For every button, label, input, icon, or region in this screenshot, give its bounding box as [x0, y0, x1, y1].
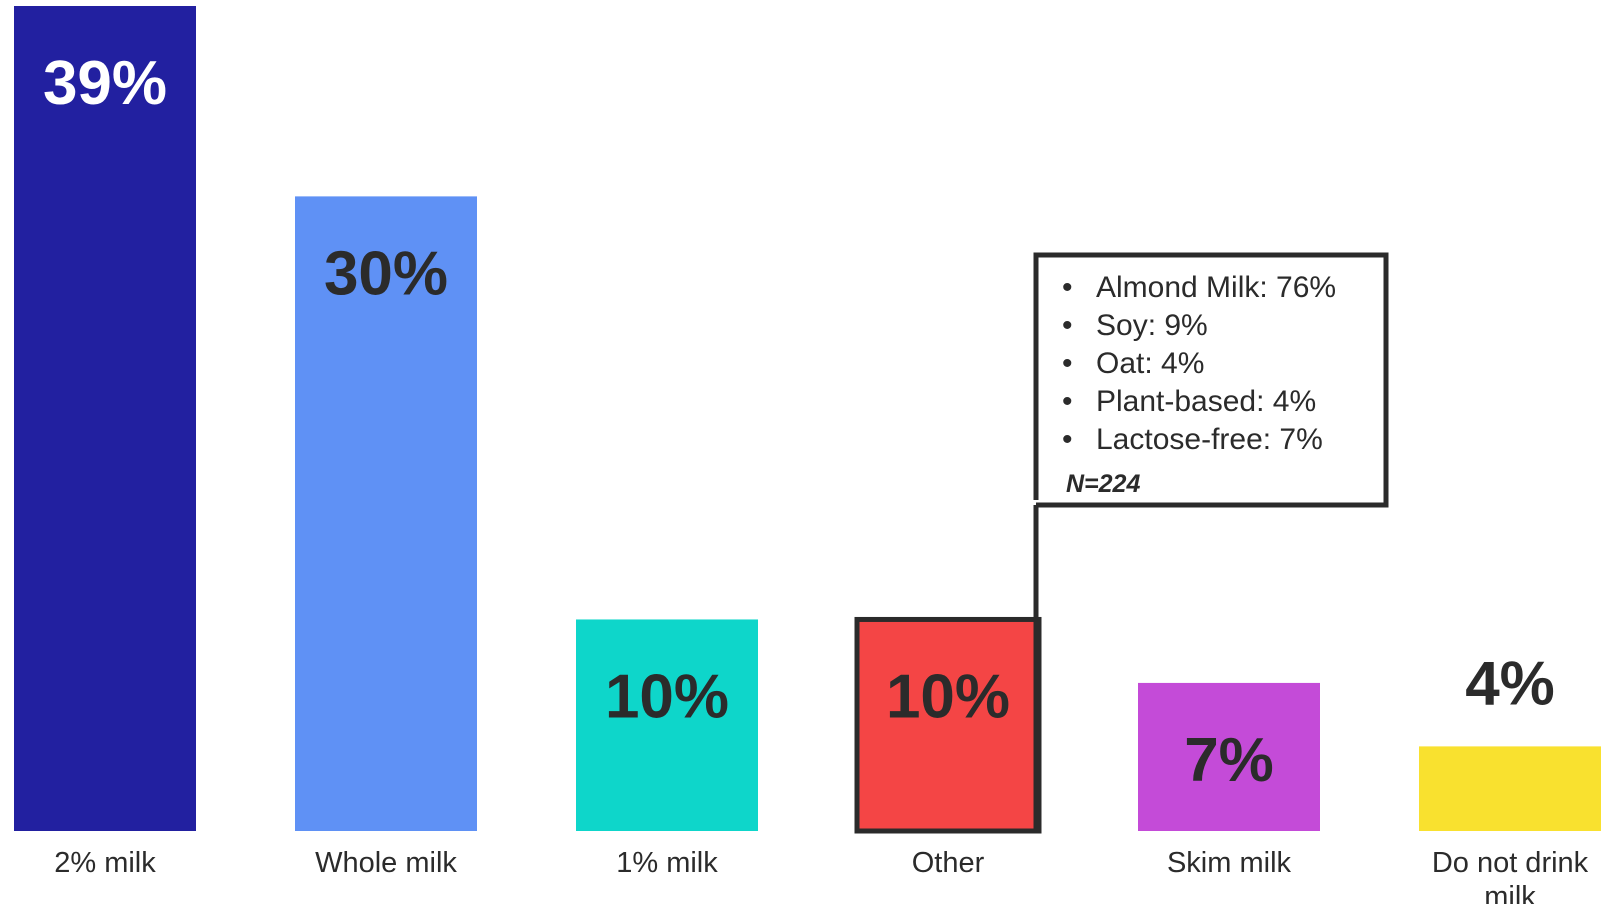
category-label-2-pct-milk: 2% milk — [54, 847, 156, 879]
category-label-other: Other — [912, 847, 985, 879]
callout-bullet: • — [1062, 423, 1073, 456]
callout-item: Almond Milk: 76% — [1096, 271, 1336, 304]
category-label-do-not-drink-milk: Do not drink milk — [1432, 847, 1589, 904]
category-label-1-pct-milk: 1% milk — [616, 847, 718, 879]
callout-box — [1033, 252, 1389, 508]
bar-whole-milk — [295, 196, 477, 831]
callout-sample-size: N=224 — [1066, 470, 1140, 498]
callout-bullet: • — [1062, 271, 1073, 304]
category-labels-group: 2% milk Whole milk 1% milk Other Skim milk Do… — [54, 847, 1588, 904]
value-label-skim-milk: 7% — [1184, 726, 1274, 795]
callout-item: Plant-based: 4% — [1096, 385, 1316, 418]
callout-item: Lactose-free: 7% — [1096, 423, 1323, 456]
bars-group — [14, 6, 1601, 834]
bar-do-not-drink-milk — [1419, 746, 1601, 831]
other-breakdown-callout: • Almond Milk: 76% • Soy: 9% • Oat: 4% • Plant-… — [1033, 252, 1389, 830]
value-label-do-not-drink-milk: 4% — [1465, 649, 1555, 718]
bar-skim-milk — [1138, 682, 1320, 831]
callout-bullet: • — [1062, 347, 1073, 380]
category-label-skim-milk: Skim milk — [1167, 847, 1292, 879]
bar-1-pct-milk — [576, 619, 758, 831]
category-label-whole-milk: Whole milk — [315, 847, 457, 879]
bar-other — [854, 616, 1042, 834]
callout-bullet: • — [1062, 385, 1073, 418]
callout-item: Oat: 4% — [1096, 347, 1204, 380]
value-label-other: 10% — [886, 662, 1010, 731]
value-label-whole-milk: 30% — [324, 239, 448, 308]
bar-2-pct-milk — [14, 6, 196, 831]
value-label-2-pct-milk: 39% — [43, 49, 167, 118]
callout-bullet: • — [1062, 309, 1073, 342]
value-label-1-pct-milk: 10% — [605, 662, 729, 731]
value-labels-group: 39% 30% 10% 10% 7% 4% — [43, 49, 1555, 795]
callout-list: • Almond Milk: 76% • Soy: 9% • Oat: 4% • Plant-… — [1062, 271, 1336, 456]
callout-item: Soy: 9% — [1096, 309, 1208, 342]
